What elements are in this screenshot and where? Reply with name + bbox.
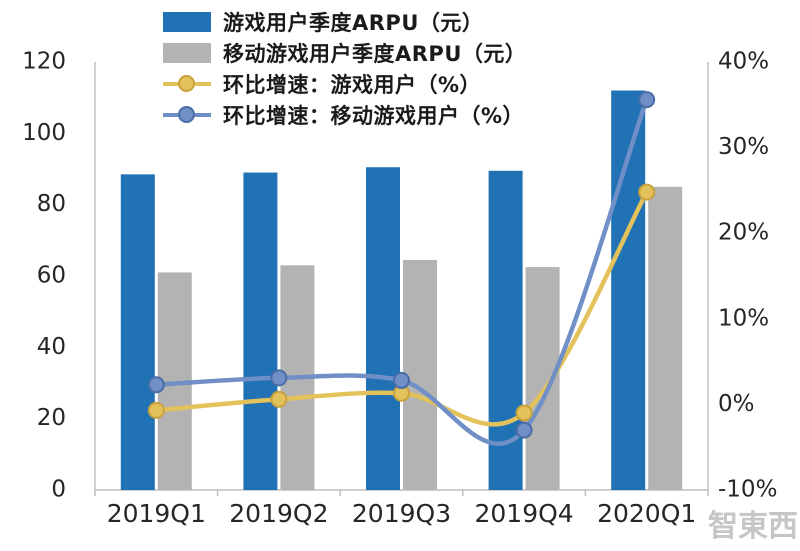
x-tick-label: 2019Q3 <box>352 499 451 528</box>
legend-bar-swatch <box>163 11 211 32</box>
legend-item: 移动游戏用户季度ARPU（元） <box>163 37 526 68</box>
y-tick-label-left: 120 <box>22 49 66 75</box>
y-tick-label-left: 100 <box>22 120 66 146</box>
line-marker-series1-2019Q2 <box>270 369 288 387</box>
x-tick-label: 2019Q4 <box>474 499 573 528</box>
legend-line-dot <box>178 105 195 123</box>
line-series0 <box>154 189 649 427</box>
legend-item: 环比增速：游戏用户（%） <box>163 68 526 99</box>
legend-item: 游戏用户季度ARPU（元） <box>163 6 526 37</box>
line-series1 <box>154 97 649 446</box>
y-tick-label-left: 40 <box>37 334 66 360</box>
y-tick-label-right: -10% <box>718 477 777 503</box>
x-tick-label: 2019Q2 <box>229 499 328 528</box>
y-tick-label-right: 10% <box>718 305 769 331</box>
legend-label: 环比增速：游戏用户（%） <box>223 72 482 97</box>
legend-label: 游戏用户季度ARPU（元） <box>223 10 484 35</box>
bar-series1-2020Q1 <box>648 186 683 491</box>
legend-bar-swatch <box>163 42 211 63</box>
x-tick-label: 2019Q1 <box>107 499 206 528</box>
legend-label: 环比增速：移动游戏用户（%） <box>223 103 525 128</box>
line-marker-series0-2019Q2 <box>270 390 288 408</box>
line-marker-series0-2020Q1 <box>638 183 656 201</box>
y-tick-label-right: 30% <box>718 134 769 160</box>
legend-label: 移动游戏用户季度ARPU（元） <box>223 41 527 66</box>
bar-series0-2019Q3 <box>366 167 400 490</box>
y-tick-label-left: 60 <box>37 263 66 289</box>
y-tick-label-right: 20% <box>718 220 769 246</box>
line-marker-series1-2020Q1 <box>638 91 656 109</box>
y-tick-label-left: 0 <box>51 477 66 503</box>
line-marker-series1-2019Q1 <box>147 376 165 394</box>
line-marker-series1-2019Q3 <box>393 371 410 389</box>
line-marker-series0-2019Q1 <box>147 401 165 419</box>
y-tick-label-left: 80 <box>37 191 66 217</box>
line-marker-series1-2019Q4 <box>515 421 533 439</box>
legend-line-marker <box>163 74 211 94</box>
y-tick-label-right: 0% <box>718 391 755 417</box>
legend-line-dot <box>178 74 195 92</box>
legend: 游戏用户季度ARPU（元） 移动游戏用户季度ARPU（元） 环比增速：游戏用户（%）… <box>163 6 526 130</box>
legend-line-marker <box>163 105 211 125</box>
bar-series1-2019Q3 <box>403 259 437 490</box>
bar-series0-2019Q1 <box>120 174 155 490</box>
bar-series0-2019Q2 <box>243 172 278 491</box>
y-tick-label-left: 20 <box>37 405 66 431</box>
x-tick-label: 2020Q1 <box>597 499 696 528</box>
line-marker-series0-2019Q4 <box>515 404 533 422</box>
watermark-logo: 智東西 <box>708 509 798 544</box>
y-tick-label-right: 40% <box>718 49 769 75</box>
legend-item: 环比增速：移动游戏用户（%） <box>163 99 526 130</box>
